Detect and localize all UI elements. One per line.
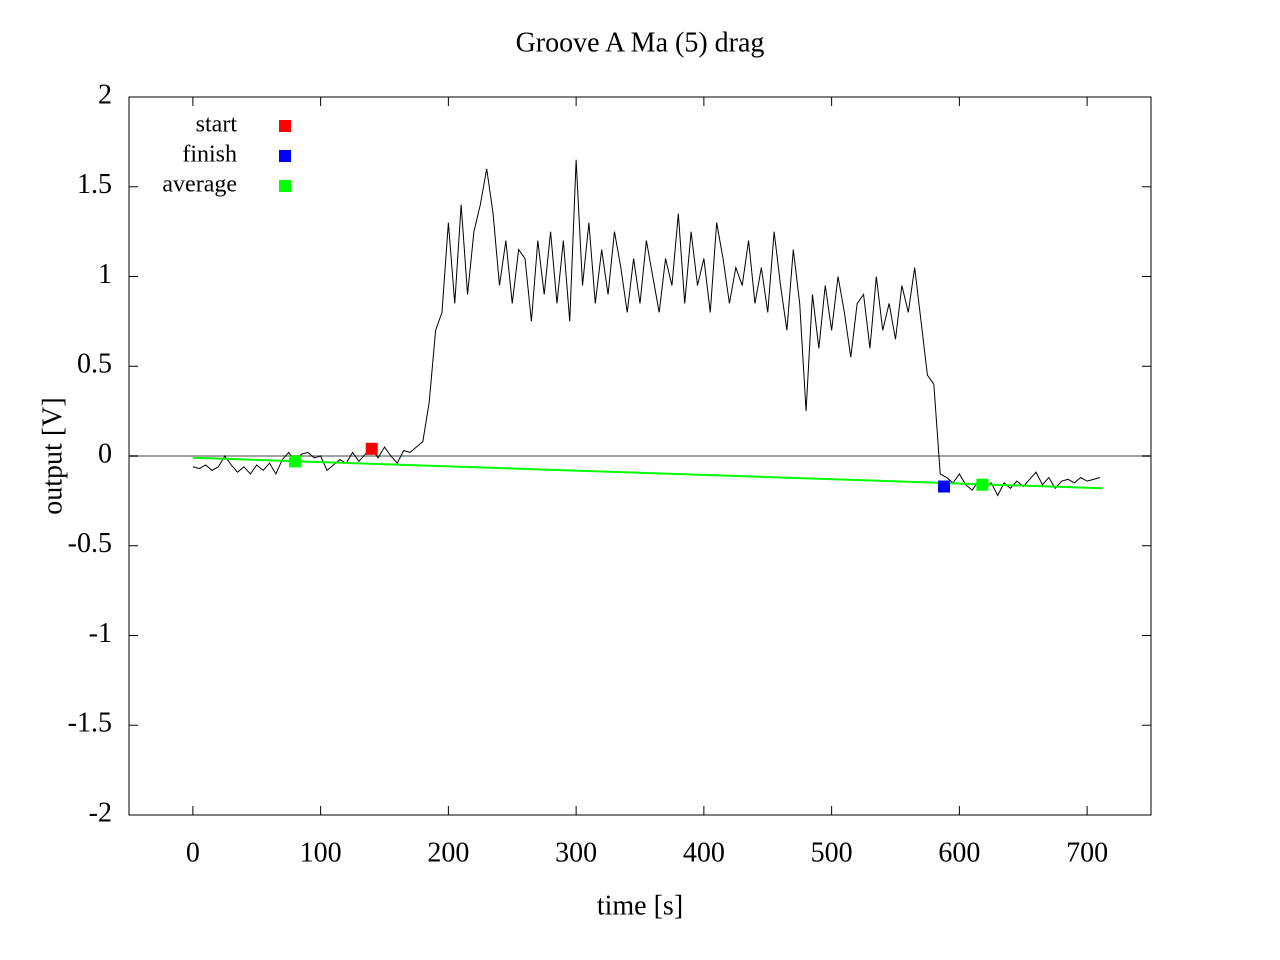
- x-tick-label: 700: [1066, 837, 1108, 868]
- legend-label: finish: [182, 142, 237, 168]
- y-tick-label: 0: [98, 438, 112, 469]
- x-tick-label: 400: [683, 837, 725, 868]
- legend-swatch: [279, 180, 291, 192]
- data-point: [976, 478, 989, 491]
- data-point: [365, 442, 378, 455]
- legend-label: average: [162, 172, 237, 198]
- x-tick-label: 500: [811, 837, 853, 868]
- y-tick-label: 2: [98, 79, 112, 110]
- y-tick-label: -2: [89, 797, 112, 828]
- x-tick-label: 300: [555, 837, 597, 868]
- chart-title: Groove A Ma (5) drag: [516, 27, 765, 58]
- data-line: [192, 456, 1103, 490]
- y-tick-label: -0.5: [68, 528, 112, 559]
- legend-swatch: [279, 120, 291, 132]
- x-tick-label: 0: [186, 837, 200, 868]
- x-axis-label: time [s]: [597, 890, 683, 921]
- data-point: [938, 480, 951, 493]
- x-tick-label: 600: [938, 837, 980, 868]
- data-point: [289, 455, 302, 468]
- legend-label: start: [196, 112, 238, 138]
- legend-swatch: [279, 150, 291, 162]
- data-line: [192, 159, 1101, 497]
- y-tick-label: 0.5: [77, 349, 112, 380]
- y-tick-label: 1: [98, 259, 112, 290]
- y-tick-label: -1.5: [68, 708, 112, 739]
- x-tick-label: 100: [300, 837, 342, 868]
- y-tick-label: -1: [89, 618, 112, 649]
- y-tick-label: 1.5: [77, 169, 112, 200]
- y-axis-label: output [V]: [37, 397, 68, 514]
- x-tick-label: 200: [427, 837, 469, 868]
